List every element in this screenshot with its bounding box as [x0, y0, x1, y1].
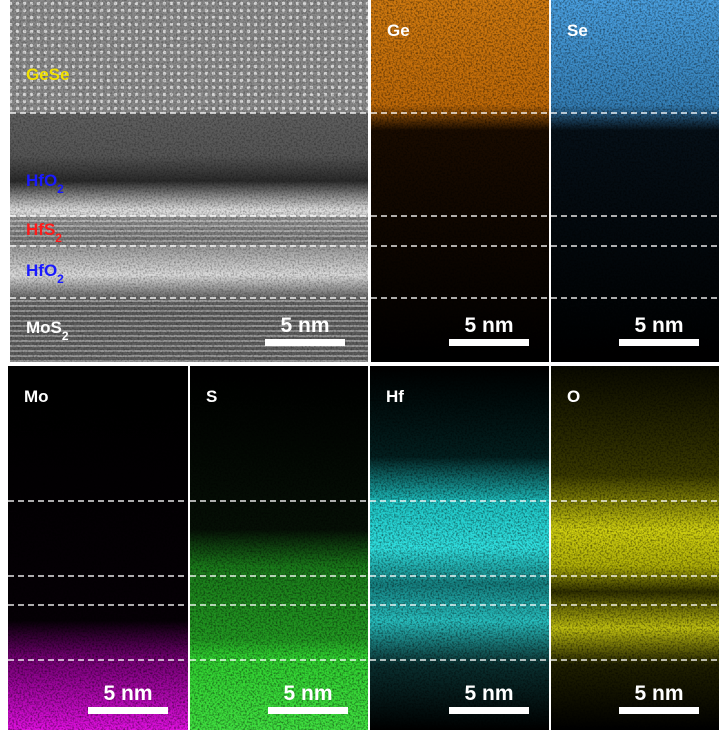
layer-name: HfO [26, 171, 57, 190]
scale-bar-label: 5 nm [464, 682, 513, 705]
layer-subscript: 2 [57, 182, 64, 196]
element-label: Ge [387, 21, 410, 40]
scale-bar-label: 5 nm [634, 682, 683, 705]
layer-name: MoS [26, 318, 62, 337]
scale-bar-label: 5 nm [464, 314, 513, 337]
layer-name: GeSe [26, 65, 69, 84]
layer-label: GeSe [26, 65, 69, 84]
map-noise [551, 0, 719, 362]
scale-bar [268, 707, 348, 714]
map-noise [551, 366, 719, 730]
scale-bar [619, 339, 699, 346]
map-panel: O 5 nm [551, 366, 719, 730]
map-panel: Hf 5 nm [370, 366, 549, 730]
map-panel: Se 5 nm [551, 0, 719, 362]
layer-subscript: 2 [57, 272, 64, 286]
element-label: Mo [24, 387, 49, 406]
map-panel: S 5 nm [190, 366, 368, 730]
scale-bar-label: 5 nm [103, 682, 152, 705]
layer-subscript: 2 [55, 231, 62, 245]
tem-panel: GeSe HfO2 HfS2 HfO2 MoS2 5 nm [10, 0, 368, 362]
scale-bar [265, 339, 345, 346]
map-noise [370, 366, 549, 730]
element-label: S [206, 387, 217, 406]
scale-bar [88, 707, 168, 714]
map-panel: Ge 5 nm [371, 0, 549, 362]
map-noise [190, 366, 368, 730]
layer-subscript: 2 [62, 329, 69, 343]
element-label: Se [567, 21, 588, 40]
scale-bar [449, 339, 529, 346]
scale-bar-label: 5 nm [634, 314, 683, 337]
scale-bar [449, 707, 529, 714]
scale-bar-label: 5 nm [283, 682, 332, 705]
element-label: O [567, 387, 580, 406]
figure: GeSe HfO2 HfS2 HfO2 MoS2 5 nm Ge5 nmSe5 … [0, 0, 719, 730]
map-noise [8, 366, 188, 730]
element-label: Hf [386, 387, 404, 406]
layer-name: HfS [26, 220, 55, 239]
map-panel: Mo 5 nm [8, 366, 188, 730]
layer-name: HfO [26, 261, 57, 280]
scale-bar-label: 5 nm [280, 314, 329, 337]
scale-bar [619, 707, 699, 714]
map-noise [371, 0, 549, 362]
